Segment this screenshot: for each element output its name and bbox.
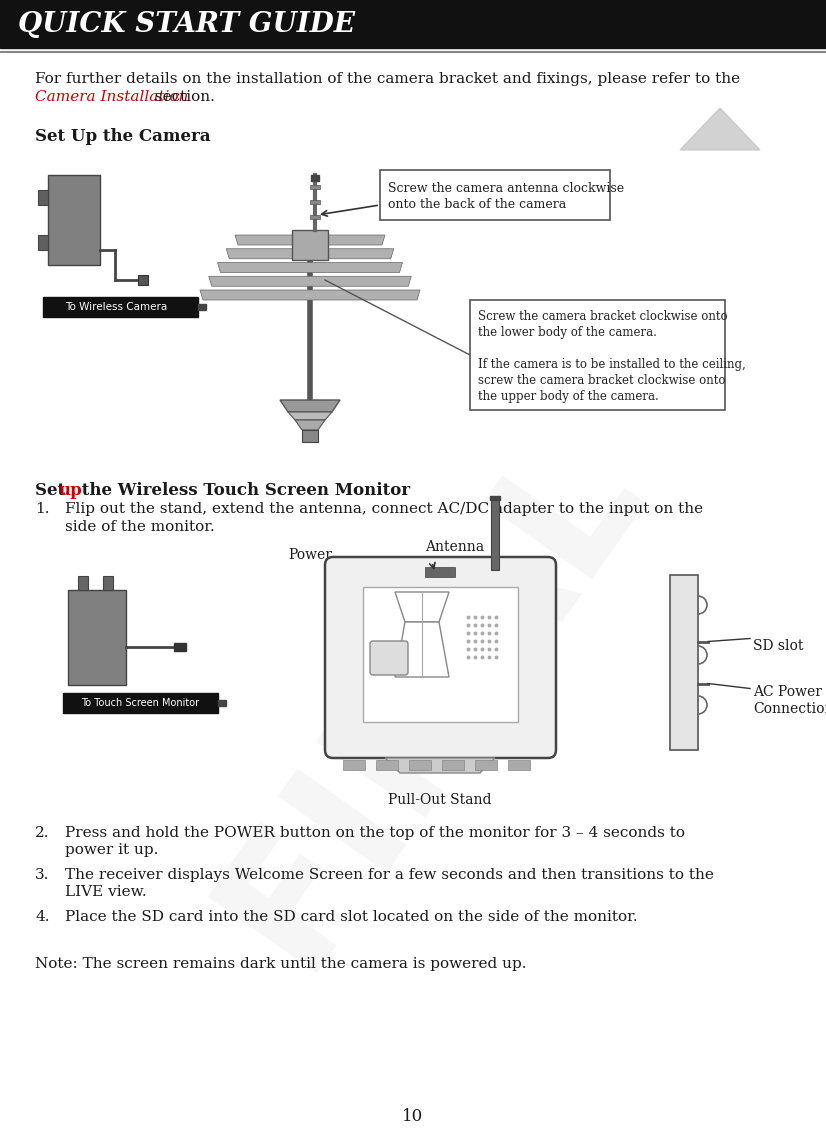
Polygon shape xyxy=(103,576,113,590)
Polygon shape xyxy=(78,576,88,590)
Text: Camera Installation: Camera Installation xyxy=(35,90,188,104)
Bar xyxy=(0,0,826,49)
Bar xyxy=(343,760,365,770)
Polygon shape xyxy=(310,200,320,204)
Bar xyxy=(470,300,725,409)
Polygon shape xyxy=(491,500,499,570)
Text: Press and hold the POWER button on the top of the monitor for 3 – 4 seconds to: Press and hold the POWER button on the t… xyxy=(65,826,685,840)
Polygon shape xyxy=(385,758,495,773)
Text: If the camera is to be installed to the ceiling,: If the camera is to be installed to the … xyxy=(478,358,746,371)
Text: QUICK START GUIDE: QUICK START GUIDE xyxy=(18,10,355,37)
Text: section.: section. xyxy=(150,90,215,104)
Bar xyxy=(380,170,610,220)
Text: Flip out the stand, extend the antenna, connect AC/DC adapter to the input on th: Flip out the stand, extend the antenna, … xyxy=(65,502,703,515)
Text: The receiver displays Welcome Screen for a few seconds and then transitions to t: The receiver displays Welcome Screen for… xyxy=(65,869,714,882)
Bar xyxy=(43,297,198,317)
Polygon shape xyxy=(226,249,394,258)
Bar xyxy=(63,693,218,713)
Bar xyxy=(363,587,518,722)
Polygon shape xyxy=(425,567,455,578)
Text: To Wireless Camera: To Wireless Camera xyxy=(65,302,168,312)
Polygon shape xyxy=(310,185,320,190)
FancyBboxPatch shape xyxy=(325,557,556,758)
Bar xyxy=(670,575,698,750)
Text: Set Up the Camera: Set Up the Camera xyxy=(35,127,211,146)
Bar xyxy=(138,275,148,285)
Text: onto the back of the camera: onto the back of the camera xyxy=(388,199,567,211)
Polygon shape xyxy=(174,643,186,651)
Polygon shape xyxy=(38,190,48,205)
Polygon shape xyxy=(311,175,319,180)
Text: For further details on the installation of the camera bracket and fixings, pleas: For further details on the installation … xyxy=(35,72,740,86)
Polygon shape xyxy=(68,590,126,685)
Polygon shape xyxy=(200,290,420,300)
Bar xyxy=(475,760,497,770)
Text: side of the monitor.: side of the monitor. xyxy=(65,520,215,534)
Bar xyxy=(409,760,431,770)
Polygon shape xyxy=(218,700,226,706)
Text: power it up.: power it up. xyxy=(65,843,159,857)
Polygon shape xyxy=(395,622,449,677)
Text: 1.: 1. xyxy=(35,502,50,515)
Text: the lower body of the camera.: the lower body of the camera. xyxy=(478,326,657,340)
Text: 10: 10 xyxy=(402,1108,424,1125)
Polygon shape xyxy=(48,175,100,265)
Text: screw the camera bracket clockwise onto: screw the camera bracket clockwise onto xyxy=(478,374,725,387)
Polygon shape xyxy=(280,400,340,412)
Text: the upper body of the camera.: the upper body of the camera. xyxy=(478,390,659,403)
Polygon shape xyxy=(680,108,760,150)
Polygon shape xyxy=(395,592,449,622)
Polygon shape xyxy=(302,430,318,442)
Polygon shape xyxy=(235,235,385,245)
Polygon shape xyxy=(217,263,402,273)
Text: Place the SD card into the SD card slot located on the side of the monitor.: Place the SD card into the SD card slot … xyxy=(65,910,638,924)
Text: Note: The screen remains dark until the camera is powered up.: Note: The screen remains dark until the … xyxy=(35,957,526,971)
Text: the Wireless Touch Screen Monitor: the Wireless Touch Screen Monitor xyxy=(76,482,411,499)
Polygon shape xyxy=(310,215,320,219)
Text: 3.: 3. xyxy=(35,869,50,882)
Text: LIVE view.: LIVE view. xyxy=(65,885,147,899)
Polygon shape xyxy=(288,412,332,420)
Text: up: up xyxy=(59,482,83,499)
Text: 4.: 4. xyxy=(35,910,50,924)
Text: Antenna: Antenna xyxy=(425,540,485,554)
Bar xyxy=(376,760,398,770)
Polygon shape xyxy=(209,276,411,287)
Polygon shape xyxy=(490,496,500,500)
Text: To Touch Screen Monitor: To Touch Screen Monitor xyxy=(81,698,199,708)
Text: 2.: 2. xyxy=(35,826,50,840)
Polygon shape xyxy=(198,305,206,310)
Bar xyxy=(508,760,530,770)
Text: Screw the camera bracket clockwise onto: Screw the camera bracket clockwise onto xyxy=(478,310,728,323)
Text: Power: Power xyxy=(288,548,332,562)
Polygon shape xyxy=(38,235,48,250)
Text: Pull-Out Stand: Pull-Out Stand xyxy=(388,793,491,807)
Text: FINAL: FINAL xyxy=(187,405,673,995)
Bar xyxy=(292,230,328,259)
FancyBboxPatch shape xyxy=(370,641,408,675)
Text: Set: Set xyxy=(35,482,71,499)
Bar xyxy=(442,760,464,770)
Text: SD slot: SD slot xyxy=(753,638,804,652)
Polygon shape xyxy=(295,420,325,430)
Text: AC Power
Connection: AC Power Connection xyxy=(753,686,826,715)
Text: Screw the camera antenna clockwise: Screw the camera antenna clockwise xyxy=(388,182,624,195)
